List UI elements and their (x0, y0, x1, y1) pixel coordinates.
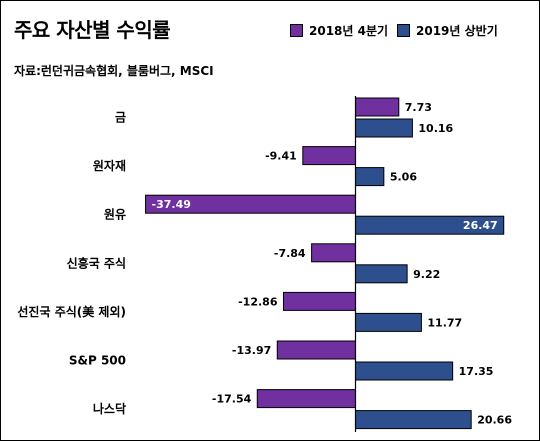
bar-series2 (355, 167, 385, 187)
source-note: 자료:런던귀금속협회, 블룸버그, MSCI (14, 64, 214, 78)
data-label: -12.86 (238, 295, 278, 308)
data-label: 20.66 (477, 414, 512, 427)
category-label: 신흥국 주식 (67, 255, 126, 270)
bar-series1 (311, 243, 357, 263)
chart-title: 주요 자산별 수익률 (14, 18, 171, 42)
bar-series2 (355, 361, 454, 381)
bar-series2 (355, 312, 422, 332)
bar-series1 (276, 340, 357, 360)
data-label: 17.35 (459, 365, 494, 378)
legend-swatch-series1 (290, 24, 303, 37)
data-label: -37.49 (152, 198, 191, 211)
bar-series1 (355, 97, 400, 117)
bar-series1 (302, 146, 356, 166)
data-label: -7.84 (274, 247, 306, 260)
data-label: -17.54 (212, 393, 252, 406)
bar-series2 (355, 118, 413, 138)
data-label: -9.41 (265, 150, 297, 163)
data-label: 10.16 (418, 122, 453, 135)
legend-item-series2: 2019년 상반기 (397, 22, 498, 39)
bar-series1 (256, 389, 356, 409)
data-label: 5.06 (390, 171, 417, 184)
data-label: 26.47 (463, 219, 498, 232)
bar-series2 (355, 264, 408, 284)
legend-swatch-series2 (397, 24, 410, 37)
bar-series1 (282, 291, 357, 311)
legend-label-series1: 2018년 4분기 (309, 24, 389, 38)
category-label: 원자재 (93, 158, 126, 173)
data-label: 9.22 (413, 268, 440, 281)
category-label: 금 (115, 111, 126, 125)
category-label: 나스닥 (93, 401, 126, 416)
bar-series2 (355, 410, 472, 430)
category-label: 선진국 주식(美 제외) (17, 304, 126, 319)
category-label: 원유 (104, 208, 126, 222)
data-label: -13.97 (232, 344, 271, 357)
legend-item-series1: 2018년 4분기 (290, 22, 388, 39)
data-label: 7.73 (405, 101, 432, 114)
data-label: 11.77 (427, 316, 462, 329)
legend-label-series2: 2019년 상반기 (416, 24, 498, 38)
category-label: S&P 500 (69, 354, 126, 368)
